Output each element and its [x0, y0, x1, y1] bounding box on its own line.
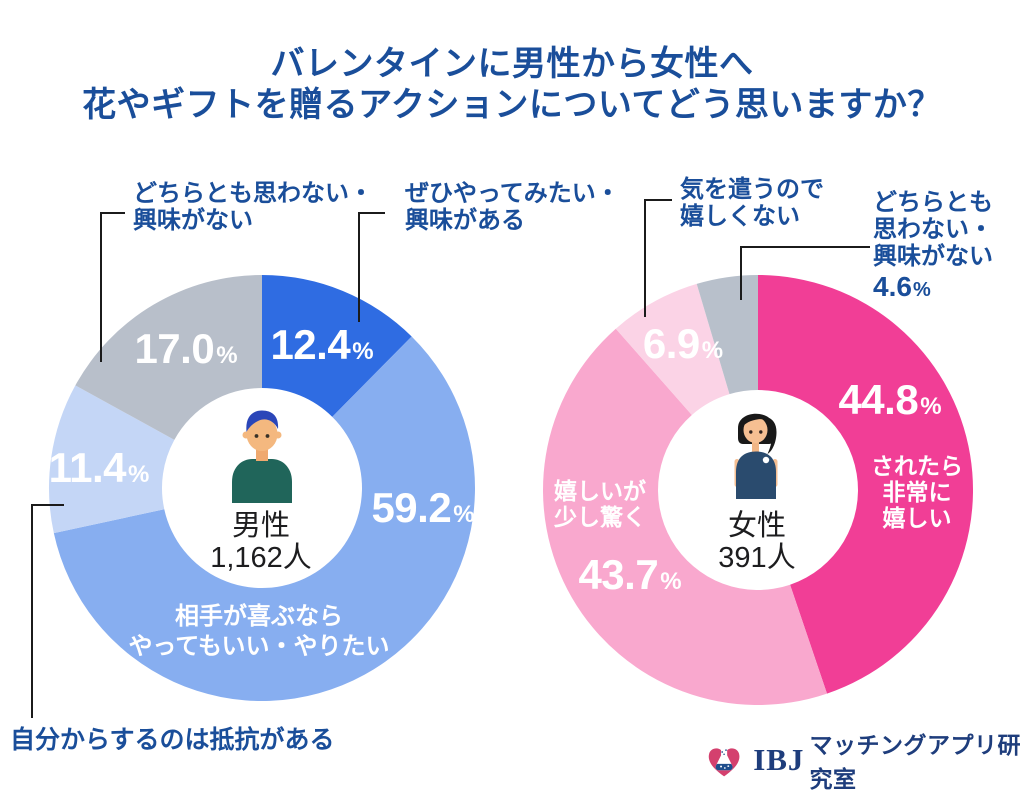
- ibj-lab-text: マッチングアプリ研究室: [809, 732, 1021, 792]
- donut-segment-0-1: [53, 336, 475, 701]
- pct-female-notglad: 6.9%: [643, 320, 723, 368]
- page-title-line1: バレンタインに男性から女性へ: [270, 45, 754, 83]
- callout-line2: 興味がない: [133, 207, 253, 234]
- pct-value: 43.7: [578, 551, 659, 598]
- pct-unit: %: [216, 342, 238, 369]
- callout-male-neutral: どちらとも思わない・ 興味がない: [133, 180, 373, 234]
- callout-line1: どちらとも思わない・: [133, 180, 373, 207]
- pct-male-neutral: 17.0%: [134, 325, 237, 373]
- callout-line1: 気を遣うので: [680, 176, 824, 203]
- page-title: バレンタインに男性から女性へ 花やギフトを贈るアクションについてどう思いますか？: [0, 44, 1024, 126]
- pct-value: 4.6: [873, 271, 912, 302]
- donut-segment-0-3: [75, 275, 262, 440]
- callout-line1: 自分からするのは抵抗がある: [10, 726, 335, 754]
- pct-male-resist: 11.4%: [49, 444, 150, 492]
- callout-line1: どちらとも: [873, 189, 993, 216]
- pct-value: 59.2: [371, 484, 452, 531]
- callout-female-neutral: どちらとも 思わない・ 興味がない 4.6%: [873, 189, 993, 304]
- pct-value: 11.4: [48, 444, 127, 491]
- segment-label-female-veryhappy: されたら 非常に 嬉しい: [871, 453, 963, 531]
- callout-line3: 興味がない: [873, 243, 993, 270]
- female-donut-chart: [543, 275, 974, 706]
- segment-label-line: 嬉しい: [882, 505, 952, 531]
- pct-female-neutral: 4.6%: [873, 273, 993, 304]
- male-donut-chart: [48, 275, 475, 701]
- callout-male-resist: 自分からするのは抵抗がある: [10, 727, 335, 754]
- pct-unit: %: [352, 338, 374, 365]
- donut-segment-1-0: [758, 275, 974, 694]
- pct-unit: %: [128, 461, 150, 488]
- page-title-line2: 花やギフトを贈るアクションについてどう思いますか？: [82, 86, 942, 124]
- donut-segment-1-1: [543, 328, 827, 706]
- segment-label-male-ok: 相手が喜ぶなら やってもいい・やりたい: [128, 602, 389, 662]
- pct-unit: %: [660, 568, 682, 595]
- male-gender-label: 男性: [231, 510, 291, 542]
- callout-female-notglad: 気を遣うので 嬉しくない: [680, 176, 824, 230]
- pct-value: 12.4: [270, 321, 351, 368]
- female-center-label: 女性 391人: [718, 510, 795, 574]
- pct-value: 44.8: [838, 376, 919, 423]
- donut-segment-0-2: [48, 385, 175, 534]
- pct-value: 6.9: [642, 320, 700, 367]
- pct-unit: %: [453, 501, 475, 528]
- segment-label-line: 相手が喜ぶなら: [175, 603, 343, 630]
- male-avatar: [232, 410, 292, 503]
- pct-unit: %: [701, 337, 724, 364]
- segment-label-line: されたら: [871, 453, 963, 479]
- pct-unit: %: [912, 279, 931, 301]
- ibj-logo: IBJ マッチングアプリ研究室: [705, 726, 1024, 794]
- segment-label-line: 嬉しいが: [554, 478, 646, 504]
- heart-flask-icon: [708, 745, 740, 777]
- pct-male-eager: 12.4%: [270, 321, 373, 369]
- segment-label-line: やってもいい・やりたい: [128, 633, 390, 660]
- segment-label-line: 非常に: [882, 479, 952, 505]
- callout-line2: 嬉しくない: [680, 203, 800, 230]
- pct-female-veryhappy: 44.8%: [838, 376, 941, 424]
- pct-value: 17.0: [134, 325, 215, 372]
- female-avatar: [734, 413, 778, 499]
- male-count-label: 1,162人: [210, 542, 312, 574]
- male-center-label: 男性 1,162人: [210, 510, 312, 574]
- segment-label-line: 少し驚く: [554, 504, 646, 530]
- pct-male-ok: 59.2%: [371, 484, 474, 532]
- ibj-logo-text: IBJ: [753, 742, 805, 777]
- pct-female-surprised: 43.7%: [578, 551, 681, 599]
- female-count-label: 391人: [718, 542, 796, 574]
- pct-unit: %: [920, 393, 942, 420]
- donut-segment-1-3: [696, 275, 758, 395]
- callout-line1: ぜひやってみたい・: [405, 180, 620, 207]
- callout-line2: 興味がある: [405, 207, 525, 234]
- callout-male-eager: ぜひやってみたい・ 興味がある: [405, 180, 620, 234]
- segment-label-female-surprised: 嬉しいが 少し驚く: [554, 478, 646, 530]
- callout-line2: 思わない・: [873, 216, 993, 243]
- female-gender-label: 女性: [727, 510, 787, 542]
